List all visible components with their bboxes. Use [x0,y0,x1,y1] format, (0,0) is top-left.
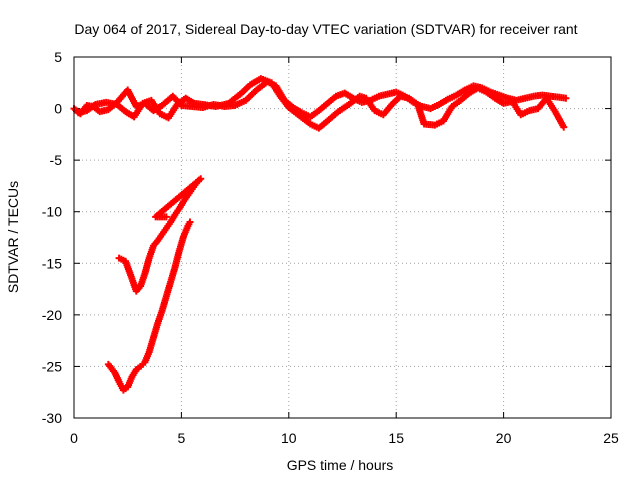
tick-labels: 0 5 10 15 20 25 5 0 -5 -10 -15 -20 -25 -30 [42,49,619,446]
y-tick-label: -20 [42,307,62,323]
y-tick-label: -30 [42,410,62,426]
data-point [562,94,570,102]
data-series [70,75,570,394]
x-tick-label: 20 [496,430,512,446]
y-tick-label: -15 [42,255,62,271]
plot-frame [73,56,612,419]
y-tick-label: -5 [50,152,63,168]
data-point [162,213,170,221]
x-axis-title: GPS time / hours [287,457,394,473]
x-tick-label: 5 [178,430,186,446]
y-tick-label: -25 [42,358,62,374]
y-axis-title: SDTVAR / TECUs [5,181,21,293]
x-tick-label: 0 [70,430,78,446]
chart-title: Day 064 of 2017, Sidereal Day-to-day VTE… [74,21,577,37]
data-point [560,123,568,131]
y-tick-label: 0 [54,101,62,117]
x-tick-label: 15 [388,430,404,446]
y-tick-label: 5 [54,49,62,65]
series-track-d [104,218,194,394]
series-track-c [115,175,205,295]
x-tick-label: 25 [603,430,619,446]
x-tick-label: 10 [281,430,297,446]
series-track-b [74,75,568,132]
y-tick-label: -10 [42,204,62,220]
data-point [186,218,194,226]
